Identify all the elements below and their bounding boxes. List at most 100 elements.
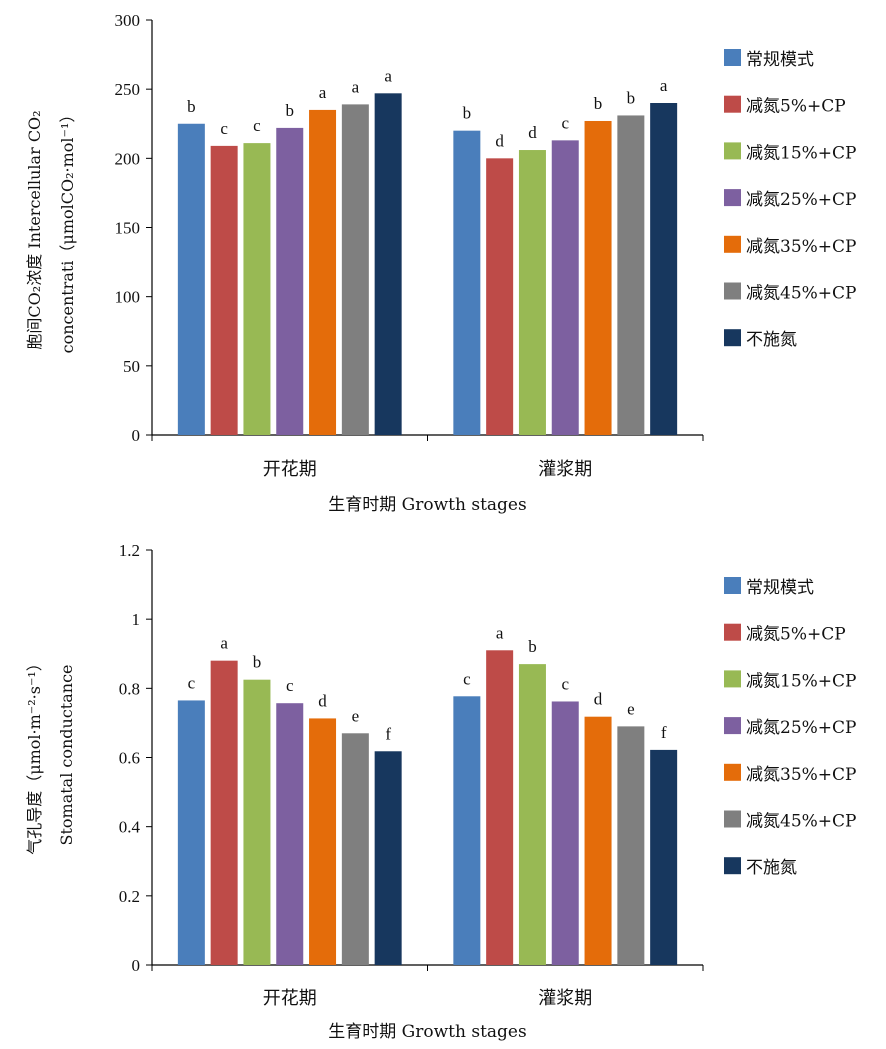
chart-1-bar [374,93,402,436]
chart-2-bar [309,718,337,965]
chart-2-legend-swatch [724,717,741,735]
chart-2-ytick-label: 0.4 [119,818,141,837]
chart-1-sig-label: c [220,119,228,138]
chart-2-bar [453,696,481,965]
chart-2-legend-swatch [724,810,741,828]
chart-1-ytick-label: 250 [115,80,141,99]
chart-1-bar [177,123,205,435]
chart-1-sig-label: b [594,94,603,113]
chart-2-sig-label: a [496,623,504,642]
chart-1-legend-swatch [724,49,741,66]
chart-1-legend-swatch [724,235,741,253]
chart-1-bar [243,143,271,435]
chart-1-legend-swatch [724,95,741,113]
chart-1-sig-label: b [627,88,636,107]
chart-1-category-label: 灌浆期 [538,459,592,480]
chart-1-bar [617,115,645,435]
chart-1-sig-label: c [253,116,261,135]
chart-1-legend-swatch [724,142,741,160]
chart-1-bar [309,109,337,436]
chart-2-legend-swatch [724,623,741,641]
chart-2-ytick-label: 1 [132,610,141,629]
chart-1-ytick-label: 200 [115,149,141,168]
chart-2-bar [177,700,205,965]
chart-2-bar [486,650,514,965]
chart-2-bar [551,701,579,965]
chart-1-bar [453,130,481,435]
chart-2-bar [210,660,238,965]
chart-1-bar [210,145,238,435]
chart-2-bar [276,703,304,965]
chart-2-legend-label: 减氮35%+CP [746,765,856,785]
chart-1-bar [341,104,369,435]
chart-1-legend-label: 减氮15%+CP [746,143,856,163]
chart-1-bar [584,120,612,435]
chart-1-bar [518,150,546,436]
chart-2-legend-swatch [724,670,741,688]
chart-2-ytick-label: 1.2 [119,541,140,560]
chart-2-bar [374,751,402,965]
chart-2-legend-swatch [724,763,741,781]
chart-1-sig-label: c [561,113,569,132]
chart-1-legend-label: 不施氮 [746,330,797,350]
chart-2-sig-label: e [627,699,635,718]
chart-2-ytick-label: 0.6 [119,749,140,768]
chart-1-bar [276,127,304,436]
chart-2-x-axis-title: 生育时期 Growth stages [328,1022,526,1042]
chart-1-ytick-label: 100 [115,288,141,307]
chart-2-bar [518,664,546,965]
chart-1-sig-label: a [660,76,668,95]
chart-2-sig-label: c [286,676,294,695]
chart-1-x-axis-title: 生育时期 Growth stages [328,495,526,515]
chart-2-ytick-label: 0 [132,956,141,975]
chart-1-sig-label: a [319,83,327,102]
chart-2-legend-swatch [724,857,741,875]
chart-1-sig-label: d [528,123,537,142]
chart-2-legend-label: 不施氮 [746,858,797,878]
chart-2-sig-label: c [463,669,471,688]
chart-1-legend-swatch [724,189,741,207]
chart-2-legend-label: 减氮5%+CP [746,625,846,645]
chart-1-ytick-label: 50 [123,357,140,376]
chart-1-ytick-label: 150 [115,219,141,238]
chart-1-legend-label: 减氮25%+CP [746,190,856,210]
chart-1-sig-label: b [187,97,196,116]
chart-1-y-axis-title-line1: 胞间CO₂浓度 Intercellular CO₂ [25,110,44,349]
chart-2-sig-label: c [188,673,196,692]
chart-1-bar [486,158,514,436]
chart-1-sig-label: d [495,131,504,150]
chart-1-sig-label: b [286,101,295,120]
chart-2-sig-label: a [220,634,228,653]
chart-2-sig-label: b [253,653,262,672]
chart-2-ytick-label: 0.8 [119,679,140,698]
chart-2-legend-label: 减氮25%+CP [746,718,856,738]
chart-2-sig-label: e [352,706,360,725]
chart-2-sig-label: d [594,690,603,709]
chart-1-ytick-label: 300 [115,11,141,30]
chart-2-legend-label: 减氮15%+CP [746,671,856,691]
chart-1-category-label: 开花期 [263,459,317,480]
chart-1-y-axis-title-line2: concentrati（μmolCO₂·mol⁻¹） [58,107,77,354]
chart-2-bar [650,749,678,965]
chart-1-sig-label: b [463,104,472,123]
chart-2-ytick-label: 0.2 [119,887,140,906]
chart-1-legend-swatch [724,282,741,300]
chart-1-sig-label: a [384,66,392,85]
chart-2-legend-label: 常规模式 [746,578,814,598]
chart-2-sig-label: c [561,674,569,693]
chart-2: 0 0.2 0.4 0.6 0.8 1 1.2 c a b c d e f 开花期 c a b c d e f 灌浆期生育时… [25,541,856,1042]
chart-2-bar [243,679,271,965]
chart-1-bar [551,140,579,435]
chart-1-ytick-label: 0 [132,426,141,445]
chart-1-bar [650,103,678,435]
chart-1: 0 50 100 150 200 250 300 b c c b a a a 开花期 b d d c b b a 灌浆期生育… [25,11,856,515]
chart-2-bar [341,733,369,965]
chart-1-legend-label: 减氮35%+CP [746,237,856,257]
chart-2-category-label: 开花期 [263,988,317,1009]
chart-1-legend-swatch [724,329,741,347]
chart-1-legend-label: 减氮45%+CP [746,284,856,304]
chart-2-bar [617,726,645,965]
